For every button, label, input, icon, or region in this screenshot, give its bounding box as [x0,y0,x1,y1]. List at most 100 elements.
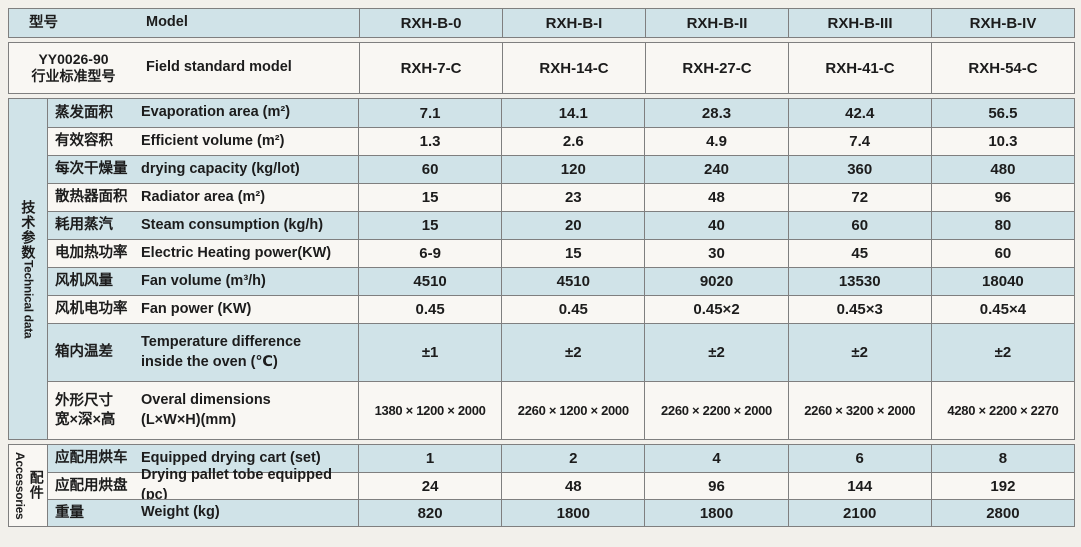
param-value-cell: 1.3 [358,128,501,155]
param-value-cell: 144 [787,473,931,499]
param-value-cell: 15 [358,184,501,211]
param-name-cell: 重量 Weight (kg) [48,500,358,526]
param-value-cell: 15 [358,212,501,239]
param-name-cell: 电加热功率 Electric Heating power(KW) [48,240,358,267]
section-label-en: Accessories [13,451,27,520]
param-value-cell: 4.9 [644,128,787,155]
param-value-cell: 28.3 [644,99,787,127]
param-value-cell: 60 [787,212,931,239]
param-value-cell: 10.3 [930,128,1074,155]
header-rows: 型号 Model RXH-B-0 RXH-B-I RXH-B-II RXH-B-III RX… [9,9,1074,37]
param-value-cell: 1 [358,445,501,472]
param-row: 应配用烘车 Equipped drying cart (set) 1 2 4 6 8 [48,445,1074,472]
param-name-cn: 每次干燥量 [55,161,128,178]
param-value-cell: 0.45 [358,296,501,323]
param-row: 应配用烘盘 Drying pallet tobe equipped (pc) 24 4… [48,467,1074,503]
param-row: 有效容积 Efficient volume (m²) 1.3 2.6 4.9 7.4 10.… [48,127,1074,155]
header-rows: YY0026-90 行业标准型号 Field standard model RXH-… [9,43,1074,93]
param-name-cn: 蒸发面积 [55,104,113,121]
param-value-cell: 0.45×2 [644,296,787,323]
param-value-cell: 820 [358,500,501,526]
param-name-en: Electric Heating power(KW) [141,244,332,261]
param-name-en: Radiator area (m²) [141,188,266,205]
param-value-cell: 0.45×4 [930,296,1074,323]
param-name-en: Overal dimensions (L×W×H)(mm) [141,391,271,428]
param-row: 电加热功率 Electric Heating power(KW) 6-9 15 30 45… [48,239,1074,267]
param-value-cell: 96 [644,473,787,499]
model-value-cell: RXH-54-C [931,43,1074,93]
param-name-cn: 耗用蒸汽 [55,217,113,234]
model-value-cell: RXH-B-II [645,9,788,37]
section-label: 技术参数Technical data [20,200,36,339]
section-rows: 蒸发面积 Evaporation area (m²) 7.1 14.1 28.3 42.4… [48,99,1074,439]
model-value-cell: RXH-B-IV [931,9,1074,37]
param-value-cell: 15 [501,240,644,267]
param-value-cell: 80 [930,212,1074,239]
param-value-cell: 4510 [501,268,644,295]
param-name-cell: 有效容积 Efficient volume (m²) [48,128,358,155]
param-value-cell: 1800 [644,500,787,526]
header-label-cn: 型号 [29,14,58,31]
param-row: 散热器面积 Radiator area (m²) 15 23 48 72 96 [48,183,1074,211]
param-name-en: Equipped drying cart (set) [141,449,321,466]
param-name-cn: 散热器面积 [55,189,128,206]
field-standard-block: YY0026-90 行业标准型号 Field standard model RXH-… [8,42,1075,94]
param-value-cell: 48 [501,473,644,499]
param-name-cell: 耗用蒸汽 Steam consumption (kg/h) [48,212,358,239]
param-name-cell: 散热器面积 Radiator area (m²) [48,184,358,211]
param-row: 箱内温差 Temperature difference inside the ov… [48,323,1074,381]
param-value-cell: 4510 [358,268,501,295]
model-value-cell: RXH-14-C [502,43,645,93]
spec-table: 型号 Model RXH-B-0 RXH-B-I RXH-B-II RXH-B-III RX… [8,8,1075,527]
section-label-cn: 配件 [28,470,45,501]
header-label-cell: 型号 Model [9,9,359,37]
param-value-cell: 24 [358,473,501,499]
param-value-cell: 42.4 [787,99,931,127]
param-value-cell: ±2 [787,324,931,381]
param-value-cell: 4280 × 2200 × 2270 [930,382,1074,439]
header-label-cell: YY0026-90 行业标准型号 Field standard model [9,43,359,93]
param-name-cn: 电加热功率 [55,245,128,262]
param-value-cell: ±2 [501,324,644,381]
param-name-cn: 应配用烘盘 [55,477,128,494]
model-value-cell: RXH-B-0 [359,9,502,37]
param-value-cell: 30 [644,240,787,267]
param-value-cell: 1800 [501,500,644,526]
param-value-cell: 480 [930,156,1074,183]
param-value-cell: 192 [930,473,1074,499]
param-value-cell: 7.4 [787,128,931,155]
param-value-cell: ±2 [644,324,787,381]
param-value-cell: 2800 [930,500,1074,526]
param-value-cell: 1380 × 1200 × 2000 [358,382,501,439]
technical-data-label-cell: 技术参数Technical data [9,99,48,439]
param-name-en: Efficient volume (m²) [141,132,285,149]
param-value-cell: 56.5 [930,99,1074,127]
param-value-cell: 8 [930,445,1074,472]
param-value-cell: 45 [787,240,931,267]
param-name-en: Fan power (KW) [141,300,252,317]
param-value-cell: 13530 [787,268,931,295]
param-name-cell: 每次干燥量 drying capacity (kg/lot) [48,156,358,183]
header-label-en: Field standard model [146,59,292,76]
param-row: 外形尺寸 宽×深×高 Overal dimensions (L×W×H)(mm) 1… [48,381,1074,439]
model-value-cell: RXH-41-C [788,43,931,93]
param-name-cn: 风机风量 [55,273,113,290]
section-label-en: Technical data [21,259,36,339]
param-value-cell: 96 [930,184,1074,211]
param-value-cell: 2260 × 1200 × 2000 [501,382,644,439]
param-value-cell: 9020 [644,268,787,295]
param-name-cell: 应配用烘车 Equipped drying cart (set) [48,445,358,472]
param-name-en: Temperature difference inside the oven (… [141,333,302,370]
param-value-cell: 0.45 [501,296,644,323]
param-name-en: Evaporation area (m²) [141,104,291,121]
model-value-cell: RXH-B-III [788,9,931,37]
model-header-block: 型号 Model RXH-B-0 RXH-B-I RXH-B-II RXH-B-III RX… [8,8,1075,38]
param-row: 蒸发面积 Evaporation area (m²) 7.1 14.1 28.3 42.4… [48,99,1074,127]
param-value-cell: ±1 [358,324,501,381]
param-value-cell: 0.45×3 [787,296,931,323]
param-name-cell: 箱内温差 Temperature difference inside the ov… [48,324,358,381]
param-value-cell: 2 [501,445,644,472]
param-name-en: Steam consumption (kg/h) [141,216,324,233]
param-value-cell: 20 [501,212,644,239]
param-value-cell: 72 [787,184,931,211]
